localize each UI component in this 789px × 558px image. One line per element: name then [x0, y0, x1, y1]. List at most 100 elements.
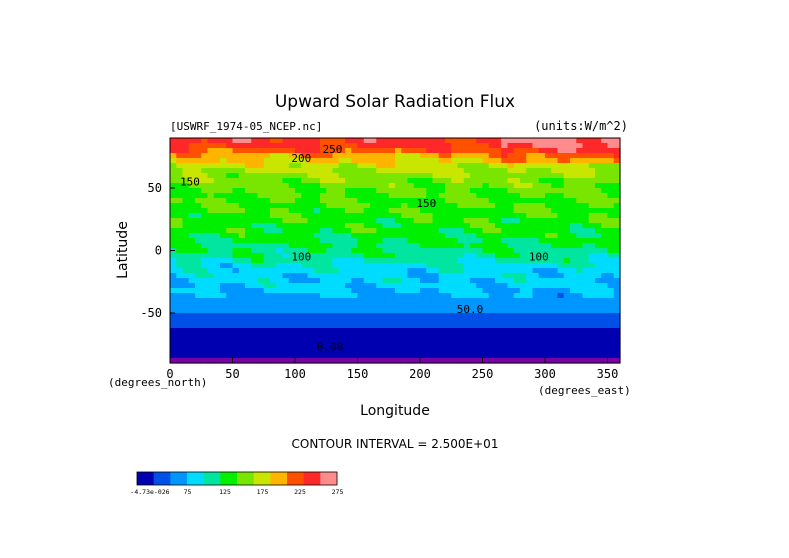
heatmap-cell: [401, 308, 409, 314]
heatmap-cell: [545, 228, 552, 234]
heatmap-cell: [301, 198, 309, 204]
heatmap-cell: [513, 183, 521, 189]
heatmap-cell: [345, 328, 352, 334]
heatmap-cell: [395, 203, 402, 209]
heatmap-cell: [426, 333, 434, 339]
heatmap-cell: [232, 293, 240, 299]
heatmap-cell: [232, 348, 240, 354]
heatmap-cell: [538, 288, 546, 294]
heatmap-cell: [338, 193, 346, 199]
heatmap-cell: [370, 293, 377, 299]
heatmap-cell: [388, 153, 396, 159]
heatmap-cell: [507, 163, 515, 169]
heatmap-cell: [551, 208, 559, 214]
heatmap-cell: [545, 213, 552, 219]
heatmap-cell: [495, 298, 502, 304]
heatmap-cell: [470, 273, 477, 279]
heatmap-cell: [401, 168, 409, 174]
heatmap-cell: [551, 173, 559, 179]
heatmap-cell: [551, 278, 559, 284]
heatmap-cell: [376, 298, 384, 304]
heatmap-cell: [395, 238, 402, 244]
heatmap-cell: [476, 338, 484, 344]
heatmap-cell: [357, 168, 365, 174]
heatmap-cell: [501, 243, 509, 249]
heatmap-cell: [570, 333, 577, 339]
heatmap-cell: [295, 193, 302, 199]
heatmap-cell: [195, 138, 202, 144]
heatmap-cell: [488, 288, 496, 294]
heatmap-cell: [526, 183, 534, 189]
heatmap-cell: [382, 178, 390, 184]
heatmap-cell: [545, 208, 552, 214]
heatmap-cell: [401, 228, 409, 234]
heatmap-cell: [570, 208, 577, 214]
heatmap-cell: [407, 173, 415, 179]
heatmap-cell: [345, 208, 352, 214]
heatmap-cell: [188, 163, 196, 169]
heatmap-cell: [595, 173, 602, 179]
heatmap-cell: [476, 243, 484, 249]
heatmap-cell: [607, 253, 615, 259]
heatmap-cell: [238, 283, 246, 289]
heatmap-cell: [351, 298, 359, 304]
heatmap-cell: [195, 253, 202, 259]
heatmap-cell: [420, 253, 427, 259]
heatmap-cell: [563, 238, 571, 244]
heatmap-cell: [582, 173, 590, 179]
heatmap-cell: [482, 288, 490, 294]
heatmap-cell: [345, 198, 352, 204]
heatmap-cell: [588, 293, 596, 299]
heatmap-cell: [595, 228, 602, 234]
heatmap-cell: [251, 243, 259, 249]
heatmap-cell: [457, 273, 465, 279]
heatmap-cell: [582, 183, 590, 189]
heatmap-cell: [226, 173, 234, 179]
heatmap-cell: [295, 268, 302, 274]
heatmap-cell: [588, 158, 596, 164]
heatmap-cell: [382, 223, 390, 229]
heatmap-cell: [207, 253, 215, 259]
file-label: [USWRF_1974-05_NCEP.nc]: [170, 120, 322, 133]
heatmap-cell: [170, 333, 177, 339]
colorbar-swatch: [203, 472, 221, 485]
heatmap-cell: [582, 178, 590, 184]
heatmap-cell: [507, 358, 515, 364]
heatmap-cell: [526, 258, 534, 264]
heatmap-cell: [288, 243, 296, 249]
heatmap-cell: [288, 263, 296, 269]
heatmap-cell: [363, 243, 371, 249]
heatmap-cell: [220, 223, 227, 229]
heatmap-cell: [563, 183, 571, 189]
heatmap-cell: [426, 353, 434, 359]
heatmap-cell: [432, 258, 440, 264]
heatmap-cell: [170, 318, 177, 324]
heatmap-cell: [588, 178, 596, 184]
heatmap-cell: [376, 323, 384, 329]
heatmap-cell: [563, 318, 571, 324]
heatmap-cell: [588, 278, 596, 284]
heatmap-cell: [451, 343, 459, 349]
heatmap-cell: [426, 143, 434, 149]
heatmap-cell: [395, 333, 402, 339]
heatmap-cell: [438, 323, 446, 329]
heatmap-cell: [363, 338, 371, 344]
heatmap-cell: [301, 338, 309, 344]
heatmap-cell: [595, 223, 602, 229]
colorbar-label: 275: [332, 488, 344, 496]
heatmap-cell: [470, 193, 477, 199]
heatmap-cell: [257, 253, 265, 259]
heatmap-cell: [482, 238, 490, 244]
heatmap-cell: [413, 158, 421, 164]
heatmap-cell: [388, 278, 396, 284]
heatmap-cell: [501, 358, 509, 364]
heatmap-cell: [320, 173, 327, 179]
heatmap-cell: [382, 218, 390, 224]
heatmap-cell: [270, 268, 277, 274]
heatmap-cell: [357, 223, 365, 229]
heatmap-cell: [588, 193, 596, 199]
heatmap-cell: [488, 313, 496, 319]
heatmap-cell: [245, 148, 252, 154]
heatmap-cell: [376, 228, 384, 234]
